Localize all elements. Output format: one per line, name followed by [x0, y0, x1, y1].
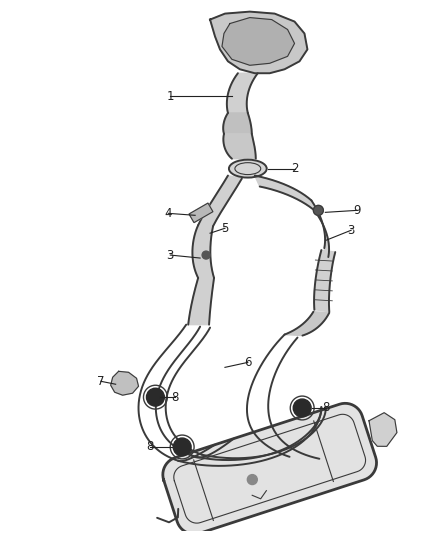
- Polygon shape: [188, 278, 214, 325]
- Bar: [189, 203, 213, 223]
- Polygon shape: [314, 250, 335, 312]
- Text: 8: 8: [147, 440, 154, 454]
- Polygon shape: [222, 18, 294, 65]
- Text: 3: 3: [347, 224, 355, 237]
- Ellipse shape: [229, 160, 267, 177]
- Circle shape: [146, 388, 164, 406]
- Circle shape: [173, 438, 191, 456]
- Polygon shape: [285, 312, 329, 336]
- Polygon shape: [111, 372, 138, 395]
- Polygon shape: [163, 403, 377, 533]
- Text: 7: 7: [97, 375, 105, 388]
- Polygon shape: [223, 113, 252, 134]
- Circle shape: [202, 251, 210, 259]
- Circle shape: [247, 474, 257, 484]
- Bar: [189, 203, 213, 223]
- Circle shape: [293, 399, 311, 417]
- Text: 3: 3: [166, 248, 174, 262]
- Polygon shape: [223, 134, 256, 159]
- Polygon shape: [192, 225, 214, 278]
- Text: 9: 9: [353, 204, 361, 217]
- Polygon shape: [198, 175, 242, 226]
- Text: 8: 8: [172, 391, 179, 403]
- Text: 1: 1: [166, 90, 174, 102]
- Text: 6: 6: [244, 356, 251, 369]
- Polygon shape: [255, 175, 314, 211]
- Text: 4: 4: [165, 207, 172, 220]
- Polygon shape: [210, 12, 307, 73]
- Text: 5: 5: [221, 222, 229, 235]
- Text: 2: 2: [291, 162, 298, 175]
- Polygon shape: [369, 413, 397, 446]
- Polygon shape: [227, 73, 258, 113]
- Text: 8: 8: [322, 401, 330, 415]
- Polygon shape: [311, 200, 329, 257]
- Circle shape: [314, 205, 323, 215]
